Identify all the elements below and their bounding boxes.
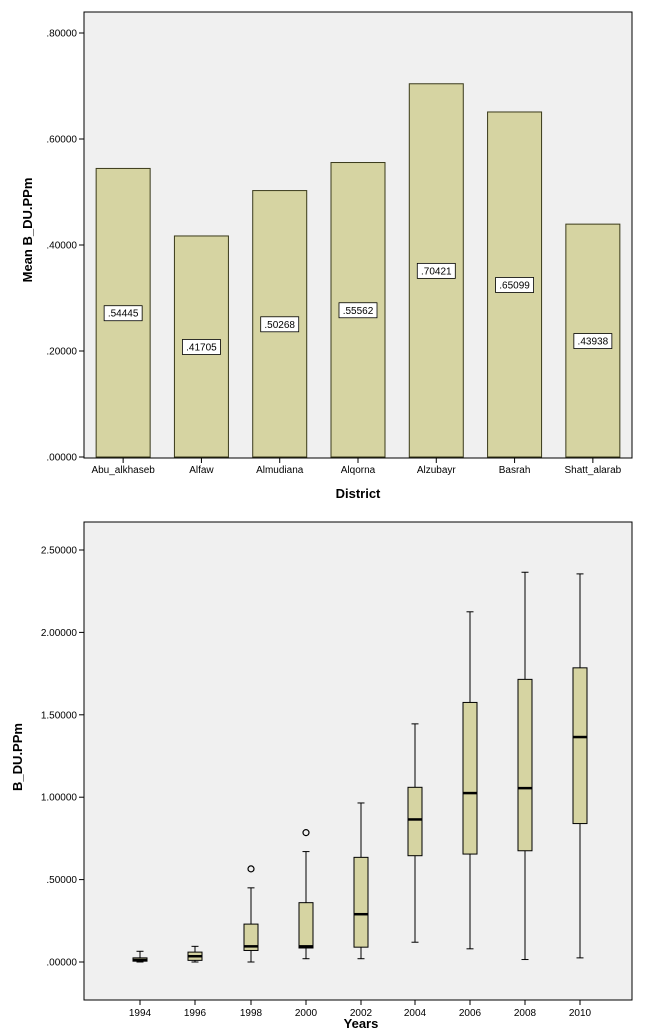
- bar-chart-x-axis: Abu_alkhaseb Alfaw Almudiana Alqorna Alzubay…: [91, 458, 622, 476]
- y-tick-label: 2.00000: [41, 628, 78, 639]
- y-tick-label: 2.50000: [41, 546, 78, 557]
- data-label-box: [416, 262, 456, 279]
- box-plot-2008: [517, 571, 533, 961]
- data-label-box: [103, 305, 143, 322]
- y-tick-label: 1.50000: [41, 710, 78, 721]
- box-plot-x-axis: 1994 1996 1998 2000 2002 2004 2006 2008 2010: [129, 1000, 592, 1019]
- x-tick-label: 2008: [514, 1008, 537, 1019]
- box-plot-1996: [187, 945, 203, 963]
- box-plot-y-axis: .00000 .50000 1.00000 1.50000 2.00000 2.50000: [41, 546, 84, 969]
- x-tick-label: Shatt_alarab: [564, 465, 621, 476]
- box-plot-2002: [353, 802, 369, 960]
- y-tick-label: .20000: [46, 347, 77, 358]
- y-tick-label: .00000: [46, 453, 77, 464]
- data-label: .65099: [499, 280, 530, 291]
- data-label: .54445: [108, 309, 139, 320]
- x-tick-label: 2006: [459, 1008, 482, 1019]
- bar-chart-bars: .54445 .41705 .50268 .55562 .70421 .65099 .439…: [95, 83, 621, 458]
- box-plot-2010: [572, 573, 588, 959]
- y-tick-label: .50000: [46, 875, 77, 886]
- x-tick-label: Alfaw: [189, 465, 214, 476]
- box: [462, 701, 478, 855]
- y-tick-label: .00000: [46, 958, 77, 969]
- x-tick-label: Almudiana: [256, 465, 304, 476]
- outlier-point: [247, 865, 255, 873]
- bar-chart-y-axis-title: Mean B_DU.PPm: [20, 178, 35, 283]
- data-label-box: [182, 339, 221, 355]
- bar-chart: .00000 .20000 .40000 .60000 .80000 Abu_alkha…: [20, 11, 633, 501]
- x-tick-label: 2010: [569, 1008, 592, 1019]
- x-tick-label: Basrah: [499, 465, 531, 476]
- data-label-box: [338, 302, 378, 319]
- box: [243, 923, 259, 951]
- x-tick-label: Abu_alkhaseb: [91, 465, 155, 476]
- box-plot-2006: [462, 611, 478, 950]
- box: [572, 667, 588, 825]
- x-tick-label: 1996: [184, 1008, 207, 1019]
- box-plot-boxes: [132, 571, 588, 963]
- box: [517, 678, 533, 852]
- bar-chart-y-axis: .00000 .20000 .40000 .60000 .80000: [46, 29, 84, 464]
- outlier-point: [302, 829, 310, 837]
- box-plot-chart: .00000 .50000 1.00000 1.50000 2.00000 2.50000…: [10, 521, 633, 1031]
- bar-chart-x-axis-title: District: [336, 486, 381, 501]
- box-plot-1994: [132, 950, 148, 963]
- data-label: .50268: [264, 320, 295, 331]
- box: [407, 786, 423, 857]
- data-label-box: [495, 277, 534, 293]
- x-tick-label: 2000: [295, 1008, 318, 1019]
- x-tick-label: Alzubayr: [417, 465, 457, 476]
- data-label: .55562: [343, 306, 374, 317]
- box-plot-1998: [243, 865, 259, 963]
- x-tick-label: 2004: [404, 1008, 427, 1019]
- y-tick-label: .60000: [46, 135, 77, 146]
- box-plot-2004: [407, 723, 423, 943]
- x-tick-label: 1994: [129, 1008, 152, 1019]
- x-tick-label: Alqorna: [341, 465, 376, 476]
- data-label-box: [573, 333, 613, 349]
- data-label: .43938: [578, 337, 609, 348]
- box: [298, 902, 314, 949]
- box-plot-2000: [298, 829, 314, 960]
- y-tick-label: 1.00000: [41, 793, 78, 804]
- y-tick-label: .40000: [46, 241, 77, 252]
- y-tick-label: .80000: [46, 29, 77, 40]
- x-tick-label: 1998: [240, 1008, 263, 1019]
- data-label-box: [260, 316, 300, 333]
- box: [353, 856, 369, 948]
- x-tick-label: 2002: [350, 1008, 373, 1019]
- box-plot-y-axis-title: B_DU.PPm: [10, 723, 25, 791]
- data-label: .41705: [186, 342, 217, 353]
- box-plot-x-axis-title: Years: [344, 1016, 379, 1031]
- data-label: .70421: [421, 266, 452, 277]
